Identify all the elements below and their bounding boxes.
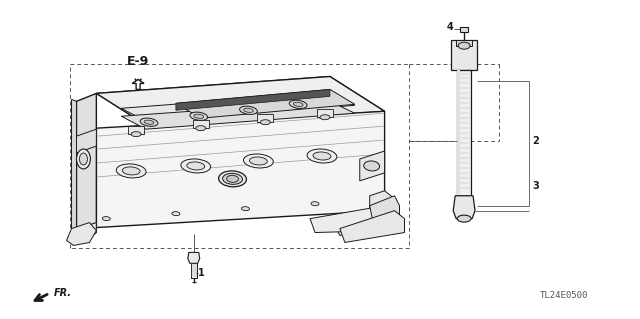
Ellipse shape (239, 106, 257, 115)
Ellipse shape (289, 100, 307, 108)
Polygon shape (176, 89, 330, 110)
Polygon shape (457, 70, 471, 196)
Text: 1: 1 (198, 268, 205, 278)
Polygon shape (340, 211, 404, 242)
Polygon shape (128, 126, 144, 134)
Polygon shape (132, 79, 144, 89)
Ellipse shape (307, 149, 337, 163)
Ellipse shape (194, 114, 204, 118)
Polygon shape (330, 211, 394, 235)
Polygon shape (453, 196, 475, 219)
Ellipse shape (181, 159, 211, 173)
Ellipse shape (102, 217, 110, 221)
Ellipse shape (187, 162, 205, 170)
Polygon shape (67, 223, 97, 245)
Polygon shape (191, 263, 196, 278)
Ellipse shape (190, 112, 207, 120)
Ellipse shape (172, 211, 180, 216)
Polygon shape (257, 114, 273, 122)
Ellipse shape (313, 152, 331, 160)
Ellipse shape (131, 132, 141, 137)
Ellipse shape (77, 149, 90, 169)
Polygon shape (370, 191, 394, 221)
Polygon shape (121, 101, 355, 129)
Ellipse shape (250, 157, 268, 165)
Ellipse shape (79, 153, 88, 165)
Ellipse shape (457, 215, 471, 222)
Polygon shape (451, 40, 477, 70)
Ellipse shape (364, 161, 380, 171)
Polygon shape (97, 77, 385, 128)
Ellipse shape (243, 108, 253, 112)
Polygon shape (121, 93, 355, 121)
Polygon shape (457, 70, 460, 196)
Ellipse shape (122, 167, 140, 175)
Polygon shape (370, 196, 399, 231)
Polygon shape (360, 151, 385, 181)
Polygon shape (310, 206, 394, 233)
Ellipse shape (243, 154, 273, 168)
Ellipse shape (458, 42, 470, 49)
Ellipse shape (293, 102, 303, 107)
Ellipse shape (311, 202, 319, 206)
Polygon shape (72, 223, 97, 241)
Polygon shape (176, 89, 355, 118)
Polygon shape (77, 129, 97, 153)
Text: 4: 4 (446, 22, 453, 32)
Ellipse shape (320, 115, 330, 120)
Polygon shape (188, 252, 200, 263)
Polygon shape (317, 109, 333, 117)
Ellipse shape (144, 120, 154, 124)
Polygon shape (193, 120, 209, 128)
Ellipse shape (196, 126, 205, 131)
Ellipse shape (241, 207, 250, 211)
Polygon shape (460, 27, 468, 32)
Text: 3: 3 (532, 181, 540, 191)
Ellipse shape (227, 175, 239, 182)
Ellipse shape (223, 173, 243, 184)
Polygon shape (456, 40, 472, 46)
Ellipse shape (140, 118, 158, 126)
Ellipse shape (260, 120, 270, 125)
Ellipse shape (219, 171, 246, 187)
Text: TL24E0500: TL24E0500 (540, 291, 588, 300)
Polygon shape (77, 93, 97, 235)
Polygon shape (72, 99, 77, 239)
Text: E-9: E-9 (127, 55, 149, 68)
Polygon shape (97, 77, 385, 128)
Ellipse shape (116, 164, 146, 178)
Text: 2: 2 (532, 136, 540, 146)
Polygon shape (97, 111, 385, 227)
Text: FR.: FR. (54, 288, 72, 298)
